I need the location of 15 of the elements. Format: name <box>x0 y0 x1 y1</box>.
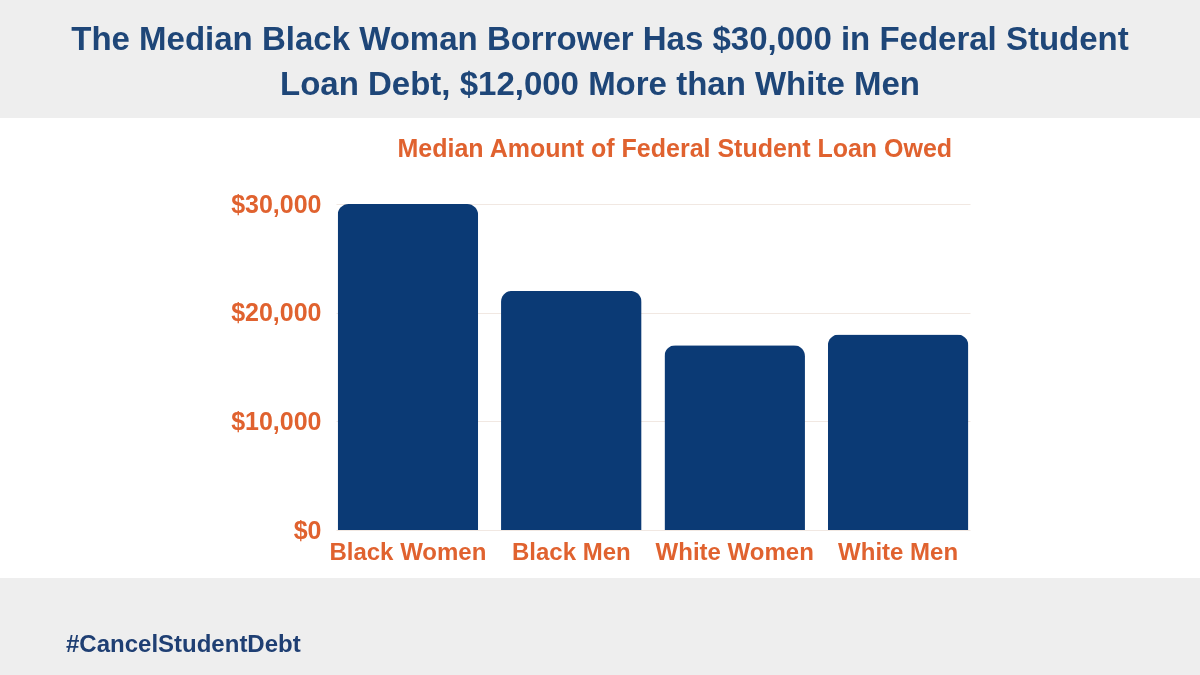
bar <box>664 345 805 530</box>
bar <box>501 290 642 530</box>
chart-title: The Median Black Woman Borrower Has $30,000 in Federal Student Loan Debt, $12,000 More than White Men <box>70 19 1130 104</box>
y-tick-label: $0 <box>293 515 322 544</box>
y-tick-label: $10,000 <box>231 406 322 435</box>
x-tick-label: Black Men <box>511 537 631 565</box>
bar <box>337 204 479 530</box>
x-tick-label: Black Women <box>329 537 487 565</box>
y-tick-label: $20,000 <box>231 298 322 327</box>
x-tick-label: White Women <box>655 537 814 565</box>
y-axis-title: Median Amount of Federal Student Loan Owed <box>397 133 953 162</box>
y-tick-label: $30,000 <box>231 189 322 218</box>
text: #CancelStudentDebt <box>66 630 301 658</box>
bar <box>827 334 969 530</box>
x-tick-label: White Men <box>838 537 959 565</box>
